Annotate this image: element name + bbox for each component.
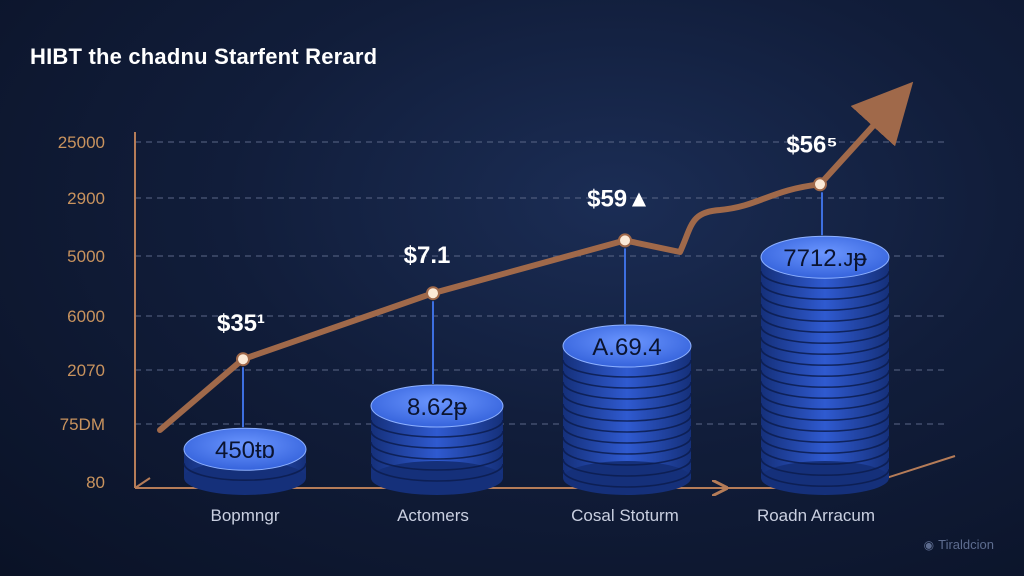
point-value-label: $35¹ — [217, 310, 265, 337]
trend-line: $35¹ $7.1 $59▲ $56⁵ — [157, 81, 914, 433]
coin-ridge — [562, 392, 692, 411]
bars: 450ŧɒ 8.62ᵽ A.69.4 7712.ᴊᵽ — [183, 235, 890, 495]
coin-ridge — [562, 403, 692, 422]
coin-ridge — [370, 441, 504, 460]
bar-top — [562, 324, 692, 368]
coin-ridge — [760, 359, 890, 377]
coin-ridge — [562, 370, 692, 389]
coin-ridge — [760, 469, 890, 487]
coin-ridge — [760, 458, 890, 476]
x-category-label: Roadn Arracum — [757, 506, 875, 525]
watermark: ◉ Tiraldcion — [924, 537, 994, 552]
coin-ridge — [183, 463, 307, 481]
point-value-label: $56⁵ — [786, 131, 837, 158]
chart-title: HIBT the chadnu Starfent Rerard — [30, 44, 378, 69]
bar-top — [760, 235, 890, 279]
bar-base — [761, 461, 889, 495]
x-axis-left-tip — [134, 477, 151, 489]
coin-ridge — [760, 271, 890, 289]
coin-ridge — [562, 381, 692, 400]
y-tick-label: 25000 — [58, 133, 105, 152]
bar-value-label: 7712.ᴊᵽ — [783, 245, 867, 272]
coin-ridge — [370, 463, 504, 482]
coin-ridge — [370, 430, 504, 449]
x-tick-labels: Bopmngr Actomers Cosal Stoturm Roadn Arracu… — [211, 506, 876, 525]
coin-ridge — [760, 436, 890, 454]
coin-ridge — [760, 337, 890, 355]
y-tick-label: 2070 — [67, 361, 105, 380]
coin-ridge — [760, 403, 890, 421]
bar-base — [184, 461, 306, 495]
coin-ridge — [760, 304, 890, 322]
line-point — [813, 177, 827, 192]
coin-ridge — [760, 447, 890, 465]
bar-top — [183, 427, 307, 471]
coin-ridge — [760, 348, 890, 366]
coin-ridge — [370, 419, 504, 438]
coin-ridge — [370, 452, 504, 471]
bar-value-label: 450ŧɒ — [215, 437, 275, 464]
line-point — [426, 286, 440, 301]
bar-value-label: 8.62ᵽ — [407, 394, 468, 421]
coin-ridge — [760, 315, 890, 333]
coin-ridge — [760, 326, 890, 344]
bar-base — [371, 461, 503, 495]
coin-ridge — [562, 414, 692, 433]
coin-ridge — [760, 392, 890, 410]
trend-line-path — [157, 81, 914, 433]
camera-icon: ◉ — [923, 538, 935, 552]
coin-ridge — [760, 381, 890, 399]
bar-value-label: A.69.4 — [592, 334, 661, 361]
y-tick-label: 6000 — [67, 307, 105, 326]
coin-ridge — [562, 458, 692, 477]
coin-ridge — [760, 370, 890, 388]
bar: 7712.ᴊᵽ — [760, 235, 890, 495]
coin-ridge — [562, 425, 692, 444]
line-point — [236, 352, 250, 367]
y-tick-labels: 25000 2900 5000 6000 2070 75DM 80 — [58, 133, 105, 492]
coin-ridge — [760, 282, 890, 300]
x-category-label: Actomers — [397, 506, 469, 525]
y-tick-label: 5000 — [67, 247, 105, 266]
point-value-label: $7.1 — [404, 242, 451, 269]
bar-body — [761, 257, 889, 478]
bar: 450ŧɒ — [183, 427, 307, 495]
coin-ridge — [562, 359, 692, 378]
y-tick-label: 2900 — [67, 189, 105, 208]
line-point — [618, 233, 632, 248]
watermark-text: Tiraldcion — [938, 537, 994, 552]
bar: 8.62ᵽ — [370, 384, 504, 495]
x-category-label: Cosal Stoturm — [571, 506, 679, 525]
y-tick-label: 75DM — [60, 415, 105, 434]
y-tick-label: 80 — [86, 473, 105, 492]
coin-ridge — [562, 436, 692, 455]
bar-top — [370, 384, 504, 428]
coin-ridge — [760, 293, 890, 311]
coin-ridge — [562, 469, 692, 488]
bar-base — [563, 461, 691, 495]
coin-ridge — [760, 414, 890, 432]
bar-body — [563, 346, 691, 478]
bar: A.69.4 — [562, 324, 692, 495]
x-category-label: Bopmngr — [211, 506, 280, 525]
coin-ridge — [562, 447, 692, 466]
point-value-label: $59▲ — [587, 185, 651, 212]
coin-ridge — [760, 425, 890, 443]
